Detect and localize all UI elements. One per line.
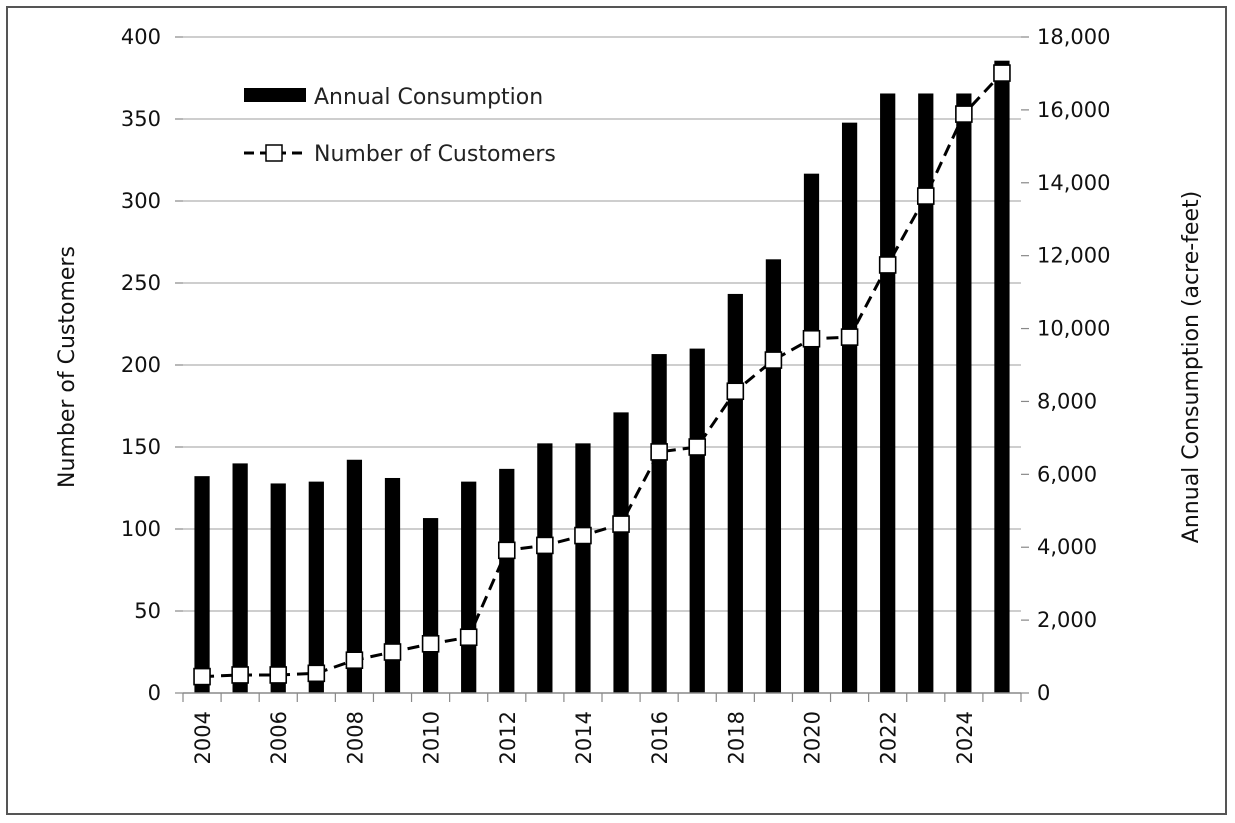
customers-marker (307, 664, 326, 683)
customers-marker (802, 329, 821, 348)
x-tick-label: 2018 (724, 711, 748, 764)
consumption-bar (994, 60, 1010, 693)
y-right-tick-label: 16,000 (1037, 98, 1110, 122)
consumption-bar (270, 483, 286, 693)
customers-marker (383, 643, 402, 661)
customers-marker (878, 256, 897, 274)
y-right-tick-label: 2,000 (1037, 608, 1097, 632)
customers-line (201, 72, 1004, 679)
legend-swatch-marker (265, 144, 283, 162)
x-tick-label: 2004 (191, 711, 215, 764)
x-tick-label: 2024 (953, 711, 977, 764)
consumption-bar (537, 443, 553, 693)
consumption-bar (346, 459, 363, 693)
legend: Annual Consumption Number of Customers (244, 85, 556, 167)
y-left-tick-label: 350 (121, 107, 161, 131)
consumption-bar (613, 412, 629, 693)
consumption-bar (575, 443, 591, 693)
consumption-bar (499, 468, 515, 693)
y-left-tick-label: 250 (121, 271, 161, 295)
consumption-bar (803, 173, 820, 693)
y-right-tick-label: 12,000 (1037, 244, 1110, 268)
consumption-bars (194, 60, 1010, 693)
x-tick-label: 2016 (648, 711, 672, 764)
consumption-bar (918, 93, 934, 693)
consumption-bar (727, 293, 743, 693)
customers-marker (993, 64, 1011, 82)
y-right-tick-label: 0 (1037, 681, 1050, 705)
customers-marker (231, 666, 249, 684)
customers-marker (345, 651, 364, 670)
y-right-tick-label: 14,000 (1037, 171, 1110, 195)
y-left-tick-label: 200 (121, 353, 161, 377)
consumption-bar (841, 122, 858, 693)
customers-marker (421, 634, 440, 653)
y-left-tick-label: 400 (121, 25, 161, 49)
customers-marker (955, 105, 973, 123)
customers-marker (764, 351, 783, 369)
y-right-tick-label: 8,000 (1037, 389, 1097, 413)
customers-marker (459, 628, 478, 647)
tick-labels: 0 50 100 150 200 250 300 350 400 0 2,000 4,000 6,000… (121, 25, 1111, 764)
gridlines (175, 36, 1029, 702)
consumption-bar (232, 463, 248, 693)
legend-label-customers: Number of Customers (314, 142, 556, 167)
customers-marker (916, 187, 935, 205)
y-right-tick-label: 4,000 (1037, 535, 1097, 559)
x-tick-label: 2008 (343, 711, 367, 764)
legend-label-consumption: Annual Consumption (314, 85, 543, 110)
customers-marker (193, 667, 211, 686)
customers-marker (726, 382, 745, 401)
consumption-bar (956, 93, 972, 693)
customers-marker (688, 438, 707, 456)
consumption-bar (689, 348, 705, 693)
customers-line-path (201, 72, 1004, 679)
consumption-bar (194, 476, 210, 693)
y-left-axis-title: Number of Customers (55, 246, 80, 488)
customers-marker (536, 536, 554, 555)
y-right-axis-title: Annual Consumption (acre-feet) (1179, 191, 1204, 543)
y-left-tick-label: 0 (148, 681, 161, 705)
x-tick-label: 2012 (496, 711, 520, 764)
x-tick-label: 2010 (420, 711, 444, 764)
x-tick-label: 2006 (267, 711, 291, 764)
y-left-tick-label: 100 (121, 517, 161, 541)
y-right-tick-label: 6,000 (1037, 462, 1097, 486)
customers-marker (269, 666, 288, 684)
consumption-bar (765, 259, 782, 693)
customers-marker (650, 443, 668, 461)
y-left-tick-label: 50 (134, 599, 161, 623)
consumption-bar (461, 481, 477, 693)
consumption-bar (308, 481, 324, 693)
legend-swatch-bar (244, 88, 306, 102)
y-left-tick-label: 300 (121, 189, 161, 213)
consumption-bar (422, 518, 439, 693)
y-right-tick-label: 10,000 (1037, 317, 1110, 341)
y-right-tick-label: 18,000 (1037, 25, 1110, 49)
consumption-bar (880, 93, 896, 693)
x-tick-label: 2022 (877, 711, 901, 764)
x-tick-label: 2014 (572, 711, 596, 764)
customers-marker (497, 541, 516, 560)
customers-marker (612, 515, 630, 533)
customers-marker (840, 328, 859, 346)
customers-marker (574, 526, 592, 545)
consumption-bar (384, 477, 401, 693)
y-left-tick-label: 150 (121, 435, 161, 459)
customers-markers (193, 64, 1011, 686)
x-tick-label: 2020 (801, 711, 825, 764)
consumption-bar (651, 354, 667, 693)
